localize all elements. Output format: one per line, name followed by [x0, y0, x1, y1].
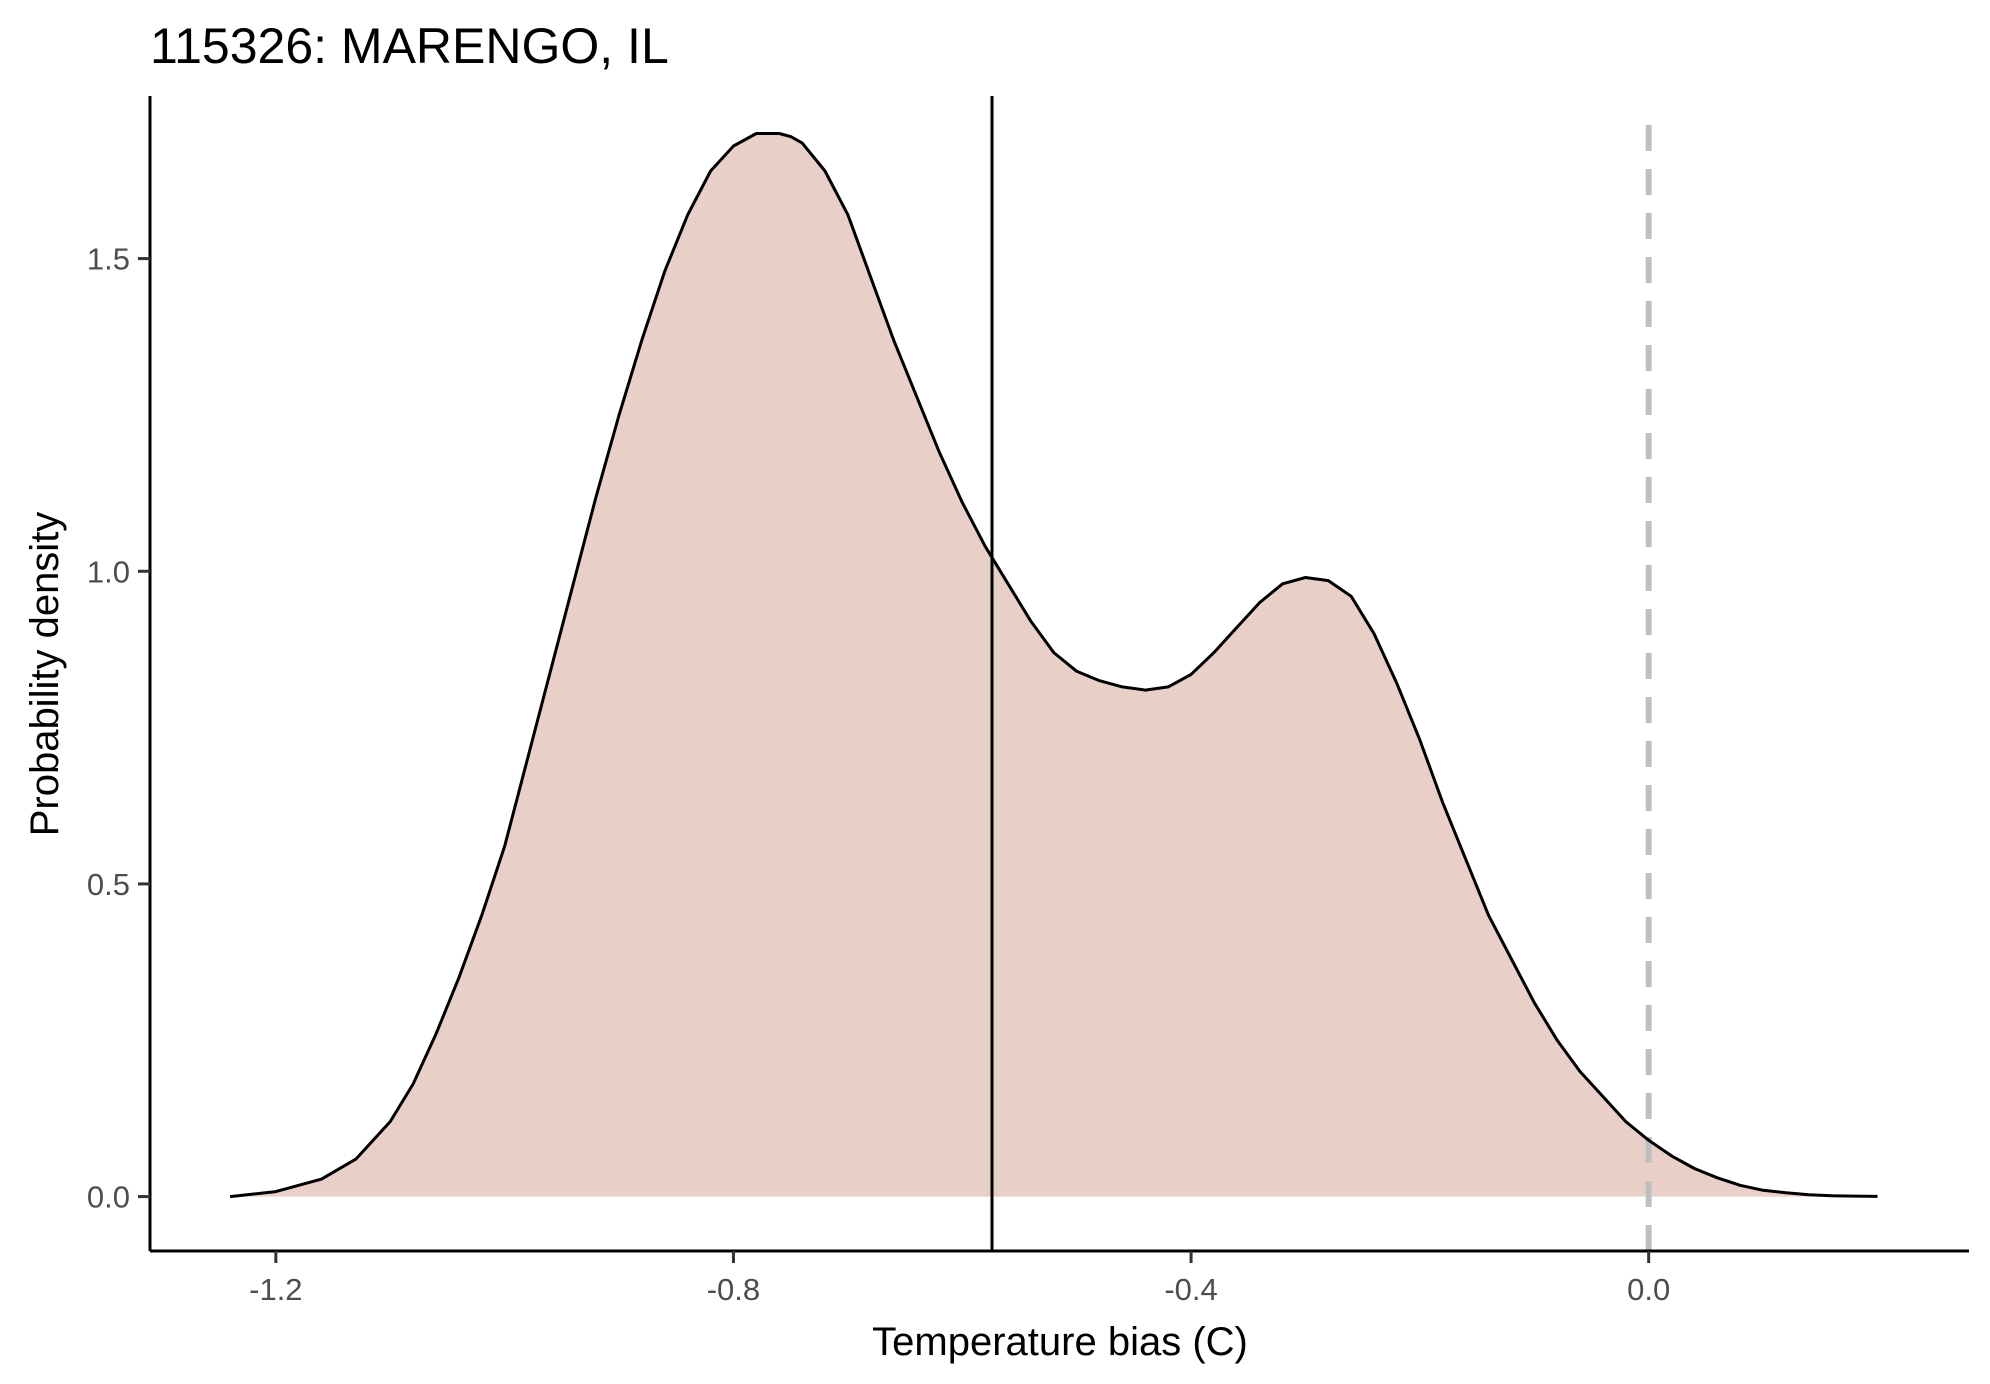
- y-tick-label: 1.0: [87, 554, 130, 589]
- y-tick-label: 1.5: [87, 242, 130, 277]
- y-tick-label: 0.5: [87, 867, 130, 902]
- y-axis-title: Probability density: [23, 512, 67, 837]
- chart-title: 115326: MARENGO, IL: [150, 18, 669, 74]
- x-tick-label: -0.4: [1164, 1272, 1217, 1307]
- x-axis-ticks: -1.2 -0.8 -0.4 0.0: [249, 1251, 1670, 1307]
- x-tick-label: 0.0: [1627, 1272, 1670, 1307]
- x-axis-title: Temperature bias (C): [872, 1320, 1248, 1364]
- y-tick-label: 0.0: [87, 1180, 130, 1215]
- density-area: [230, 133, 1878, 1197]
- y-axis-ticks: 0.0 0.5 1.0 1.5: [87, 242, 150, 1215]
- x-tick-label: -0.8: [707, 1272, 760, 1307]
- density-curve: [229, 132, 1878, 1199]
- plot-area: [229, 96, 1878, 1251]
- x-tick-label: -1.2: [249, 1272, 302, 1307]
